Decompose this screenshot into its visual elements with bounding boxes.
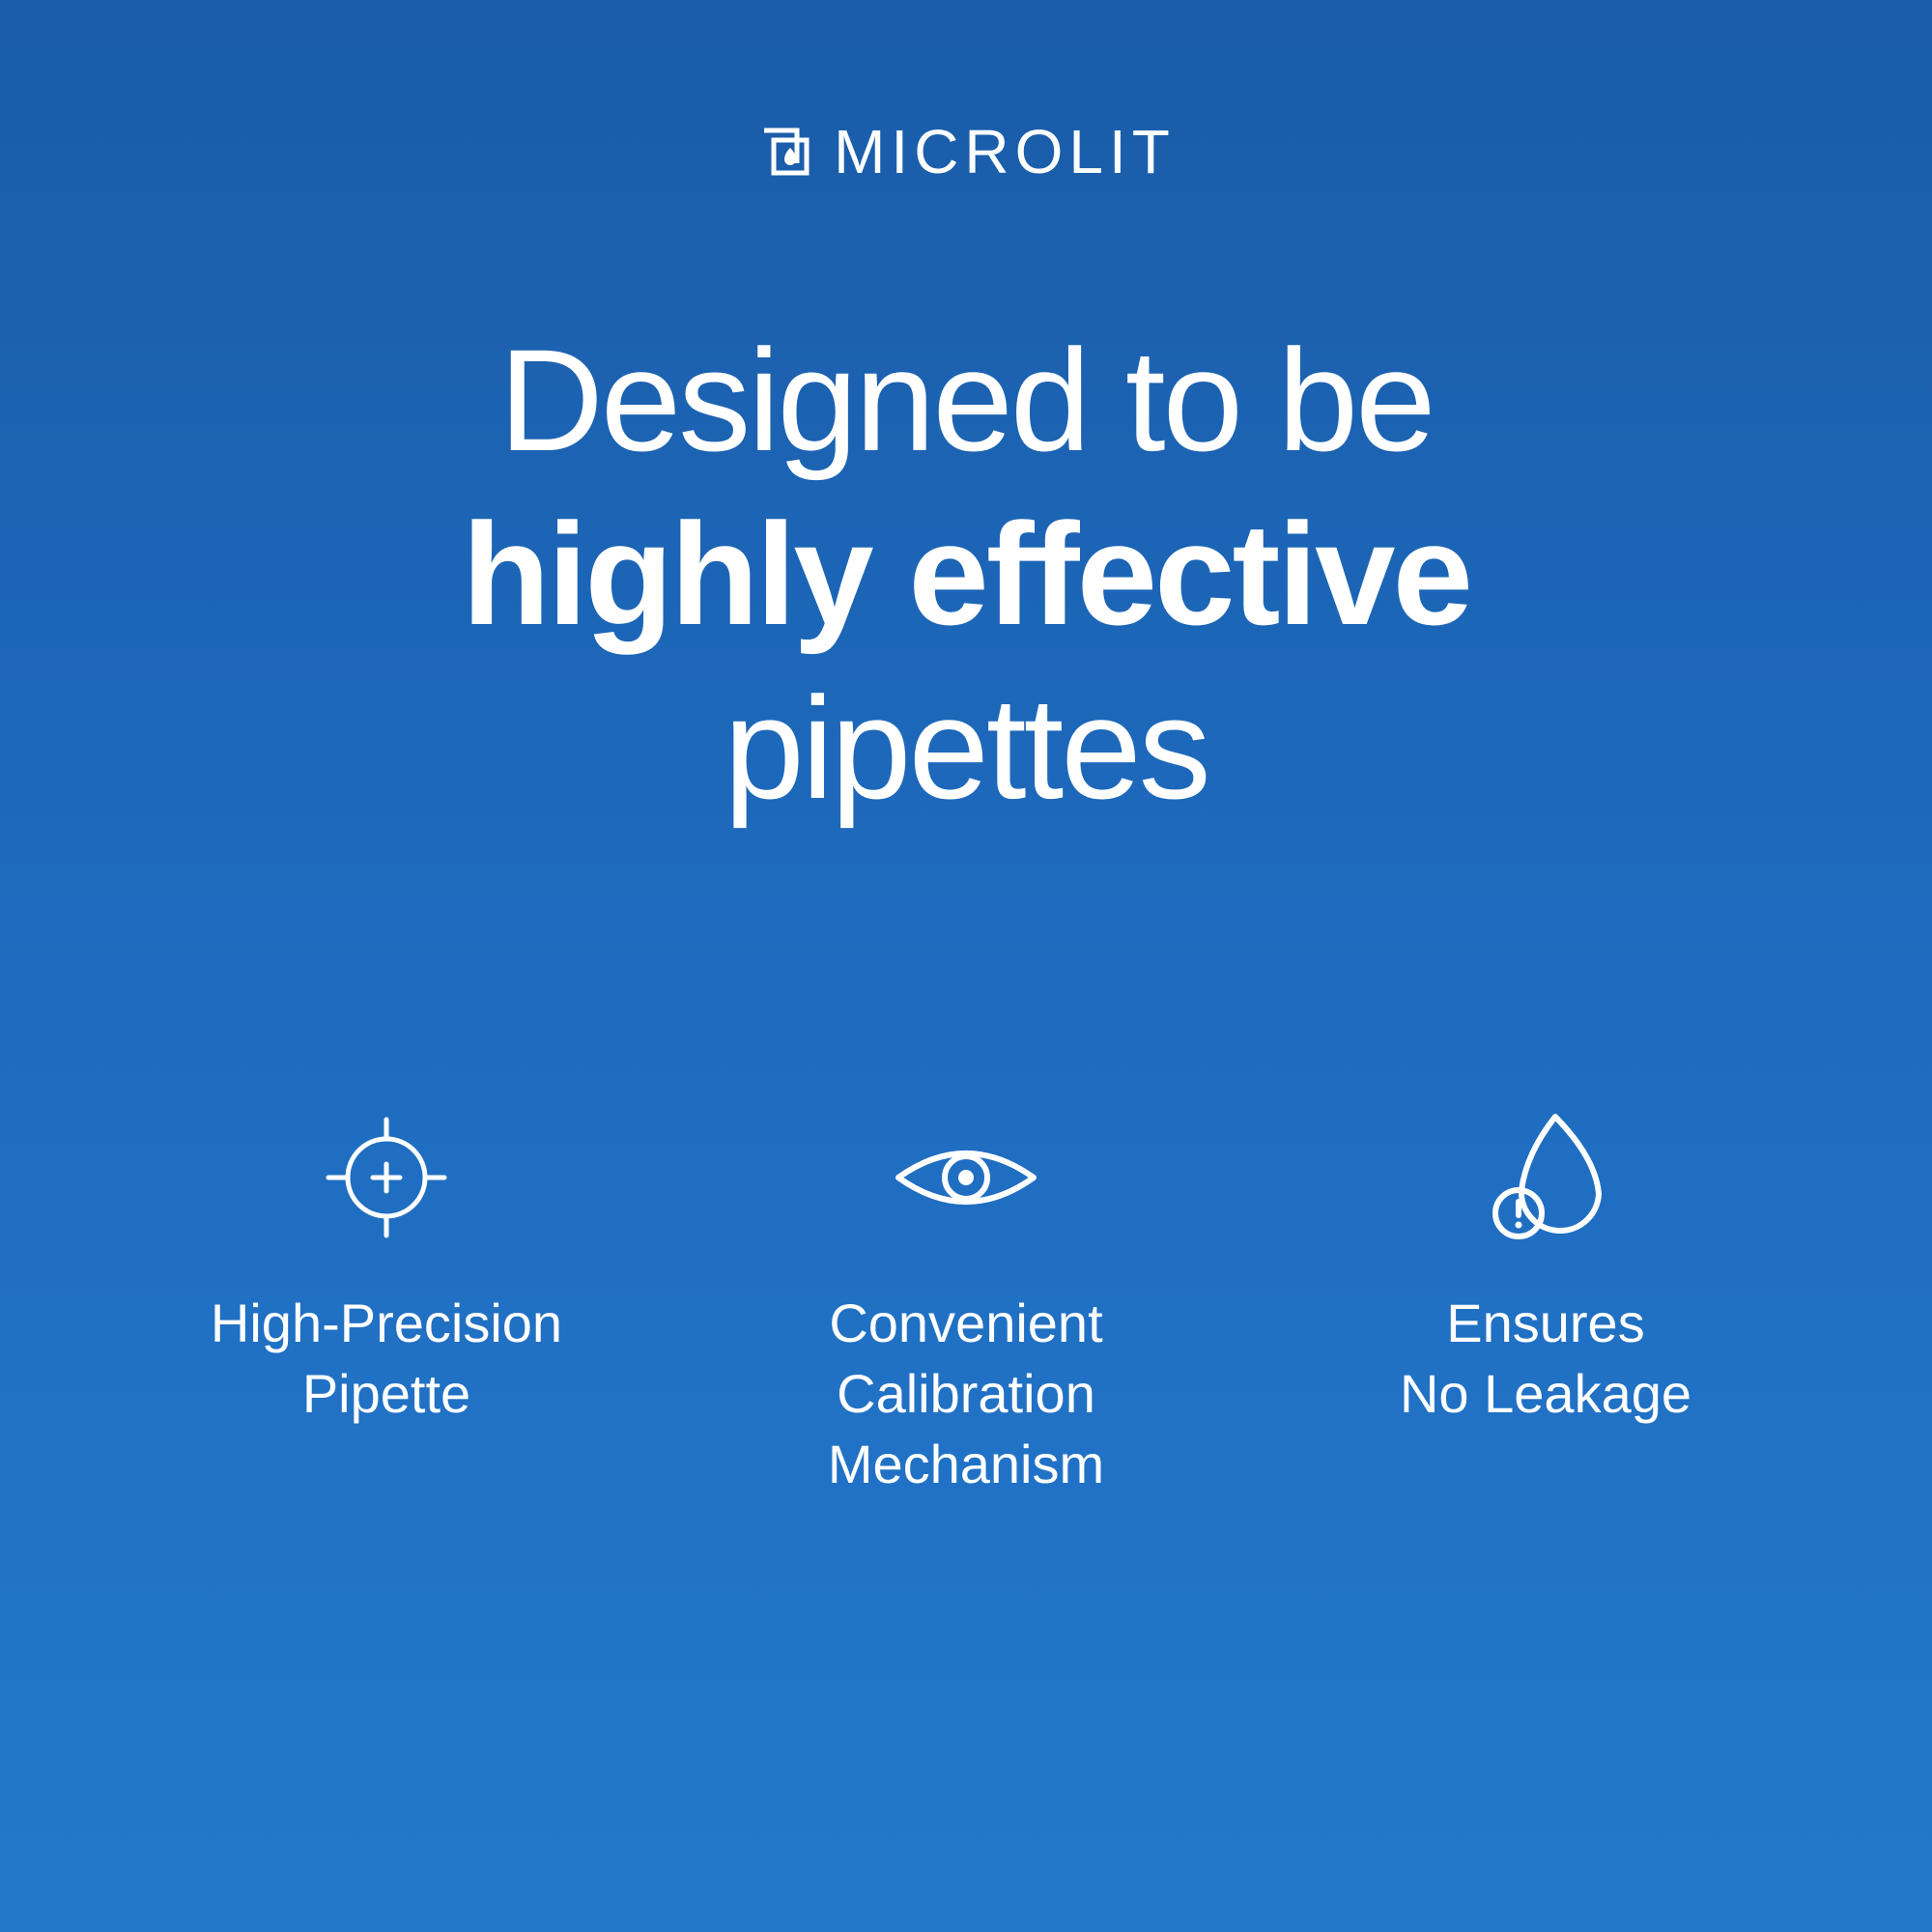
brand-logo-icon [756,123,814,181]
headline: Designed to be highly effective pipettes [462,313,1470,835]
brand-name: MICROLIT [834,116,1176,187]
feature-label: Ensures No Leakage [1400,1289,1691,1430]
feature-calibration: Convenient Calibration Mechanism [696,1105,1236,1499]
feature-label: Convenient Calibration Mechanism [828,1289,1104,1499]
headline-line1: Designed to be [498,319,1433,481]
crosshair-plus-icon [319,1105,454,1250]
feature-label: High-Precision Pipette [211,1289,562,1430]
eye-icon [884,1105,1048,1250]
headline-line3: pipettes [724,667,1208,829]
features-row: High-Precision Pipette Convenient Calibr… [116,1105,1816,1499]
headline-line2: highly effective [462,493,1470,655]
droplet-alert-icon [1478,1105,1613,1250]
feature-precision: High-Precision Pipette [116,1105,657,1499]
feature-no-leakage: Ensures No Leakage [1275,1105,1816,1499]
brand-logo: MICROLIT [756,116,1176,187]
